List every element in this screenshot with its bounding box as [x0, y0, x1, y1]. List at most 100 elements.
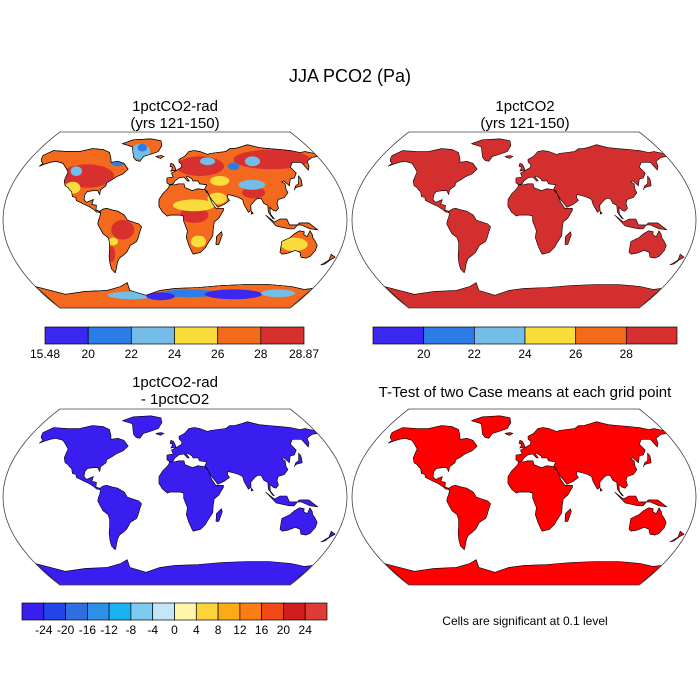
value-patch [111, 220, 135, 240]
land-australia [279, 507, 318, 536]
value-patch [238, 179, 266, 190]
map-bottom-right [351, 408, 697, 586]
colorbar-top-right: 20 22 24 26 28 [372, 326, 678, 361]
colorbar-label: 24 [299, 623, 313, 637]
colorbar-box [174, 326, 219, 345]
colorbar-box [195, 602, 219, 621]
value-patch [242, 186, 266, 199]
colorbar-label: -20 [57, 623, 75, 637]
land-sri-lanka [599, 210, 603, 215]
coast-sri-lanka [250, 210, 254, 215]
land-antarctica [35, 559, 313, 585]
colorbar-label: 16 [255, 623, 269, 637]
land-australia [628, 507, 667, 536]
map-border [351, 131, 697, 309]
colorbar-label: -8 [126, 623, 137, 637]
land-new-zealand [669, 253, 685, 266]
colorbar-label: 22 [125, 347, 139, 361]
land-new-zealand [320, 530, 336, 543]
value-patch [227, 162, 240, 171]
land-greenland [122, 415, 163, 439]
land-south-america [446, 208, 491, 274]
colorbar-label: -4 [147, 623, 158, 637]
colorbar-label: -16 [79, 623, 97, 637]
coast-new-zealand [320, 253, 336, 266]
land-madagascar [215, 508, 223, 522]
land-uk [518, 440, 526, 449]
colorbar-label: 22 [468, 347, 482, 361]
figure-title: JJA PCO2 (Pa) [288, 66, 412, 86]
colorbar-box [372, 326, 425, 345]
colorbar-label: 26 [211, 347, 225, 361]
colorbar-box [283, 602, 306, 621]
colorbar-label: -24 [35, 623, 53, 637]
value-patch [146, 292, 175, 301]
land-japan [643, 452, 652, 467]
value-patch [210, 176, 230, 186]
colorbar-box [239, 602, 263, 621]
colorbar-label: 28 [254, 347, 268, 361]
land-sri-lanka [250, 487, 254, 492]
value-patch [172, 199, 215, 212]
value-patch [70, 166, 83, 176]
colorbar-box [152, 602, 175, 621]
value-patch [244, 156, 261, 167]
coast-japan [294, 175, 303, 190]
value-patch [280, 237, 308, 252]
coast-north-america [39, 148, 129, 213]
land-south-america [97, 485, 142, 551]
land-eurasia-africa [507, 421, 667, 532]
land-greenland [471, 415, 512, 439]
colorbar-label: 0 [171, 623, 178, 637]
colorbar-box [174, 602, 197, 621]
coast-australia [279, 230, 318, 259]
panel-title-bottom-left-line1: 1pctCO2-rad [132, 374, 218, 391]
colorbar-label: 12 [233, 623, 247, 637]
map-border [2, 408, 348, 586]
colorbar-box [261, 602, 284, 621]
land-eurasia-africa [158, 421, 318, 532]
panel-title-bottom-left: 1pctCO2-rad - 1pctCO2 [25, 374, 325, 408]
map-coastlines [35, 138, 336, 309]
coast-indonesia [265, 214, 319, 231]
panel-title-bottom-right: T-Test of two Case means at each grid po… [352, 384, 698, 401]
land-madagascar [564, 231, 572, 245]
colorbar-box [473, 326, 526, 345]
colorbar-box [575, 326, 627, 345]
colorbar-box [304, 602, 328, 621]
value-patch [161, 289, 219, 298]
colorbar-box [21, 602, 45, 621]
land-indonesia [614, 491, 667, 508]
map-top-left [2, 131, 348, 309]
colorbar-box [625, 326, 678, 345]
land-new-zealand [669, 530, 685, 543]
colorbar-box [524, 326, 577, 345]
land-japan [294, 452, 303, 467]
colorbar-box [260, 326, 305, 345]
colorbar-bottom-left: -24 -20 -16 -12 -8 -4 0 4 8 12 16 20 24 [21, 602, 328, 637]
value-patch [176, 156, 225, 176]
land-iceland [504, 155, 514, 159]
colorbar-box [130, 602, 154, 621]
map-border [351, 408, 697, 586]
colorbar-label: 20 [417, 347, 431, 361]
colorbar-label: -12 [100, 623, 118, 637]
map-top-right [351, 131, 697, 309]
value-patch [179, 207, 209, 223]
land-antarctica [384, 559, 662, 585]
coast-eurasia-africa [158, 144, 319, 255]
colorbar-top-left: 15.48 20 22 24 26 28 28.87 [30, 326, 319, 361]
colorbar-label: 24 [168, 347, 182, 361]
coast-madagascar [215, 231, 223, 245]
map-landmasses [384, 415, 685, 585]
map-landmasses [35, 415, 336, 585]
colorbar-box [43, 602, 66, 621]
coast-antarctica [35, 282, 314, 309]
colorbar-box [217, 326, 262, 345]
colorbar-box [87, 326, 132, 345]
land-japan [643, 175, 652, 190]
colorbar-label: 8 [215, 623, 222, 637]
colorbar-box [44, 326, 89, 345]
map-bottom-left [2, 408, 348, 586]
value-patch [260, 289, 296, 298]
